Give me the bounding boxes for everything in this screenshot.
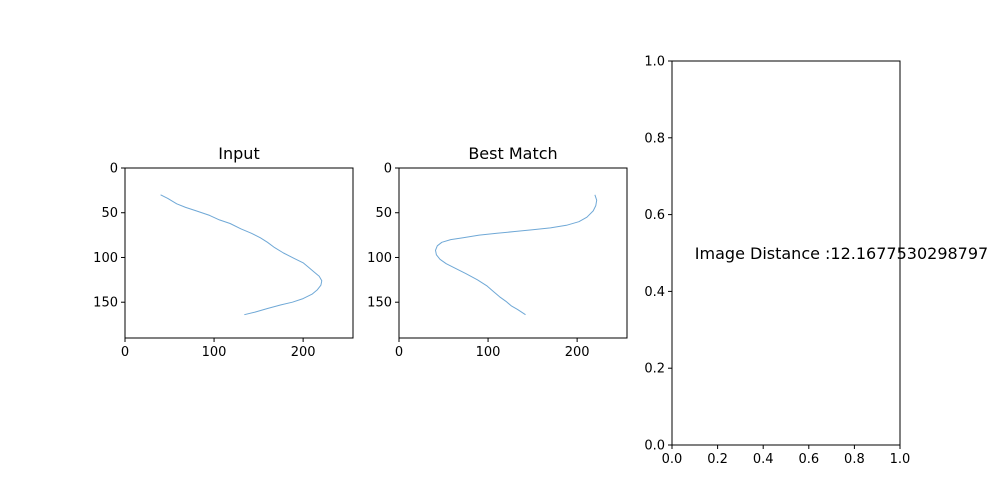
x-tick-label: 0.4 bbox=[753, 452, 774, 467]
best-match-axes: 0 100 200 0 50 100 150 Best Match bbox=[367, 144, 628, 360]
x-tick-label: 200 bbox=[565, 345, 590, 360]
y-tick-label: 100 bbox=[367, 251, 392, 266]
x-tick-label: 0.0 bbox=[662, 452, 683, 467]
y-tick-label: 0.4 bbox=[644, 285, 665, 300]
y-tick-label: 0.2 bbox=[644, 362, 665, 377]
distance-axes: 0.0 0.2 0.4 0.6 0.8 1.0 0.0 0.2 0.4 0.6 0.8 1.0 Imag… bbox=[644, 55, 988, 468]
y-tick-label: 50 bbox=[101, 206, 118, 221]
distance-annotation: Image Distance :12.1677530298797 bbox=[695, 244, 988, 263]
axes-frame bbox=[398, 167, 628, 339]
x-tick-label: 0.2 bbox=[707, 452, 728, 467]
axes-frame bbox=[671, 60, 901, 446]
x-tick-label: 1.0 bbox=[890, 452, 911, 467]
y-tick-label: 0 bbox=[110, 162, 118, 177]
series-line bbox=[160, 194, 323, 316]
series-line bbox=[435, 194, 598, 316]
x-tick-label: 0 bbox=[395, 345, 403, 360]
x-tick-label: 0.8 bbox=[844, 452, 865, 467]
x-tick-label: 100 bbox=[202, 345, 227, 360]
input-axes: 0 100 200 0 50 100 150 Input bbox=[93, 144, 354, 360]
x-tick-label: 100 bbox=[476, 345, 501, 360]
y-tick-label: 150 bbox=[367, 296, 392, 311]
chart-title: Input bbox=[218, 144, 259, 163]
y-tick-label: 1.0 bbox=[644, 55, 665, 70]
y-tick-label: 0.0 bbox=[644, 439, 665, 454]
y-tick-label: 0.8 bbox=[644, 131, 665, 146]
y-tick-label: 0 bbox=[384, 162, 392, 177]
chart-title: Best Match bbox=[468, 144, 557, 163]
x-tick-label: 200 bbox=[291, 345, 316, 360]
x-tick-label: 0.6 bbox=[798, 452, 819, 467]
y-tick-label: 50 bbox=[375, 206, 392, 221]
y-tick-label: 0.6 bbox=[644, 208, 665, 223]
axes-frame bbox=[124, 167, 354, 339]
y-tick-label: 100 bbox=[93, 251, 118, 266]
x-tick-label: 0 bbox=[121, 345, 129, 360]
y-tick-label: 150 bbox=[93, 296, 118, 311]
